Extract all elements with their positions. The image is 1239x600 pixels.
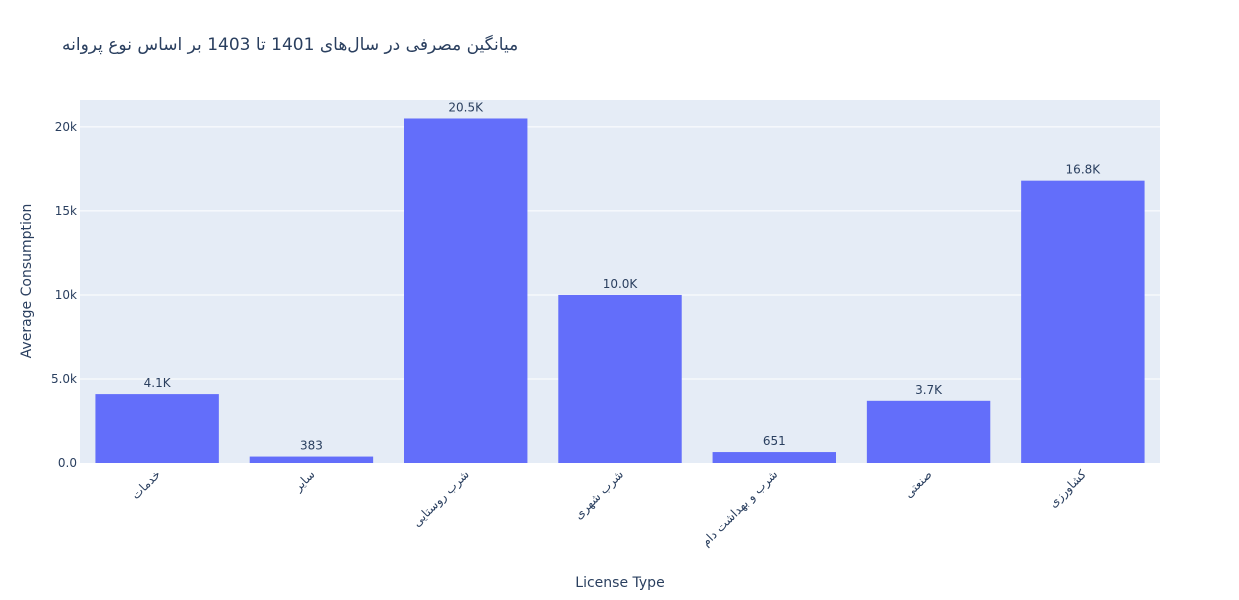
bar-data-label: 3.7K	[915, 383, 943, 397]
bar-data-label: 10.0K	[603, 277, 639, 291]
bar-data-label: 20.5K	[448, 100, 484, 114]
y-axis-title: Average Consumption	[19, 204, 35, 359]
x-axis-title: License Type	[575, 575, 664, 591]
y-tick-label: 15k	[55, 204, 77, 218]
bar	[95, 394, 218, 463]
y-axis-ticks: 0.0 5.0k 10k 15k 20k	[51, 120, 77, 470]
x-tick-label: شرب روستایی	[410, 467, 473, 530]
bar	[558, 295, 681, 463]
bar-data-label: 4.1K	[144, 376, 172, 390]
y-tick-label: 10k	[55, 288, 77, 302]
bar	[867, 401, 990, 463]
bar	[404, 118, 527, 463]
x-axis-ticks: خدمات سایر شرب روستایی شرب شهری شرب و بهداشت…	[129, 467, 1090, 550]
bar-data-label: 16.8K	[1066, 163, 1102, 177]
x-tick-label: سایر	[290, 467, 318, 495]
x-tick-label: شرب شهری	[571, 467, 626, 522]
y-tick-label: 20k	[55, 120, 77, 134]
x-tick-label: کشاورزی	[1046, 467, 1090, 511]
bar	[713, 452, 836, 463]
x-tick-label: خدمات	[129, 467, 164, 502]
bar	[1021, 181, 1144, 463]
y-tick-label: 5.0k	[51, 372, 77, 386]
bar-data-label: 651	[763, 434, 786, 448]
chart-title: میانگین مصرفی در سال‌های 1401 تا 1403 بر…	[62, 34, 518, 55]
x-tick-label: صنعتی	[901, 467, 934, 500]
bar	[250, 457, 373, 463]
bar-data-label: 383	[300, 439, 323, 453]
y-tick-label: 0.0	[58, 456, 77, 470]
x-tick-label: شرب و بهداشت دام	[699, 467, 781, 549]
